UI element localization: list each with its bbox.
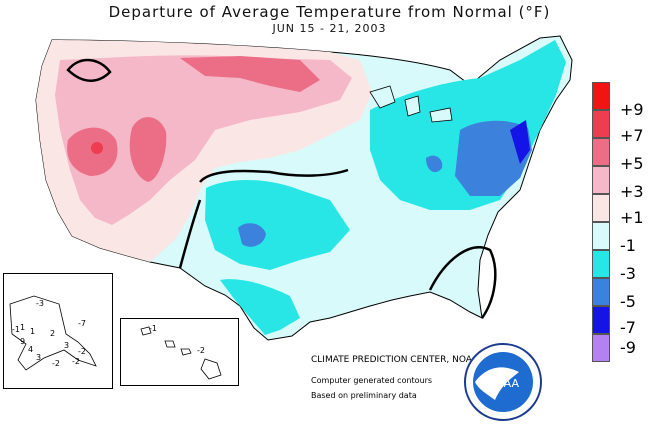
legend-label-minus1: -1 bbox=[620, 236, 636, 255]
legend-swatch-plus1 bbox=[592, 194, 610, 222]
legend-label-plus1: +1 bbox=[620, 208, 644, 227]
alaska-label-2: 1 bbox=[20, 323, 25, 332]
noaa-logo: NOAA bbox=[464, 343, 542, 421]
plus5-region-north bbox=[180, 56, 320, 92]
hawaii-label-2: -2 bbox=[197, 346, 205, 355]
legend-label-plus9: +9 bbox=[620, 100, 644, 119]
noaa-logo-text: NOAA bbox=[487, 377, 520, 390]
alaska-label-9: 9 bbox=[20, 337, 25, 346]
zero-contour-northwest bbox=[66, 58, 112, 82]
legend-swatch-minus3 bbox=[592, 250, 610, 278]
alaska-label-5: 1 bbox=[30, 327, 35, 336]
legend-swatch-minus5 bbox=[592, 278, 610, 306]
alaska-label-7: 3 bbox=[64, 341, 69, 350]
legend-swatch-minus7 bbox=[592, 306, 610, 334]
alaska-label-11: 3 bbox=[36, 353, 41, 362]
alaska-label-6: 2 bbox=[50, 329, 55, 338]
map-title: Departure of Average Temperature from No… bbox=[108, 3, 551, 21]
map-date-range: JUN 15 - 21, 2003 bbox=[272, 22, 387, 35]
plus5-region-west bbox=[67, 127, 118, 176]
alaska-label-10: 4 bbox=[28, 345, 33, 354]
legend-label-plus3: +3 bbox=[620, 182, 644, 201]
alaska-label-1: -3 bbox=[36, 299, 44, 308]
plus3-region bbox=[55, 55, 352, 226]
zero-contour-southeast bbox=[428, 246, 497, 319]
legend-label-minus7: -7 bbox=[620, 318, 636, 337]
legend-swatch-plus3 bbox=[592, 166, 610, 194]
legend-label-plus5: +5 bbox=[620, 154, 644, 173]
hawaii-label-1: -1 bbox=[149, 324, 157, 333]
legend-label-plus7: +7 bbox=[620, 126, 644, 145]
minus5-region-ohio bbox=[426, 155, 443, 173]
legend-swatch-minus9 bbox=[592, 334, 610, 362]
alaska-outline bbox=[9, 295, 97, 371]
hawaii-islands bbox=[140, 326, 222, 380]
alaska-label-8: -2 bbox=[78, 347, 86, 356]
alaska-label-4: -1 bbox=[12, 325, 20, 334]
alaska-label-3: -7 bbox=[78, 319, 86, 328]
great-lakes bbox=[369, 85, 453, 123]
minus5-region-central bbox=[238, 223, 266, 247]
zero-contour-west bbox=[178, 168, 349, 269]
legend-label-minus3: -3 bbox=[620, 264, 636, 283]
legend-label-minus9: -9 bbox=[620, 338, 636, 357]
legend-swatch-plus7 bbox=[592, 110, 610, 138]
minus3-region-central bbox=[205, 179, 350, 270]
legend-swatch-plus5 bbox=[592, 138, 610, 166]
credit-line-1: Computer generated contours bbox=[311, 376, 433, 385]
plus7-spot bbox=[91, 142, 103, 154]
plus5-region-central-west bbox=[129, 117, 167, 182]
credit-line-2: Based on preliminary data bbox=[311, 391, 417, 400]
hawaii-inset: -1 -2 bbox=[120, 318, 239, 386]
alaska-inset: -3 1 -7 -1 1 2 3 -2 9 4 3 -2 -2 bbox=[3, 273, 113, 389]
alaska-label-12: -2 bbox=[52, 359, 60, 368]
legend-label-minus5: -5 bbox=[620, 292, 636, 311]
minus5-region-east bbox=[455, 120, 532, 196]
legend-swatch-minus1 bbox=[592, 222, 610, 250]
credit-center: CLIMATE PREDICTION CENTER, NOAA bbox=[311, 355, 479, 365]
minus3-region-south bbox=[220, 279, 300, 335]
minus7-region-east bbox=[510, 120, 530, 164]
alaska-label-13: -2 bbox=[72, 357, 80, 366]
legend-swatch-plus9 bbox=[592, 82, 610, 110]
